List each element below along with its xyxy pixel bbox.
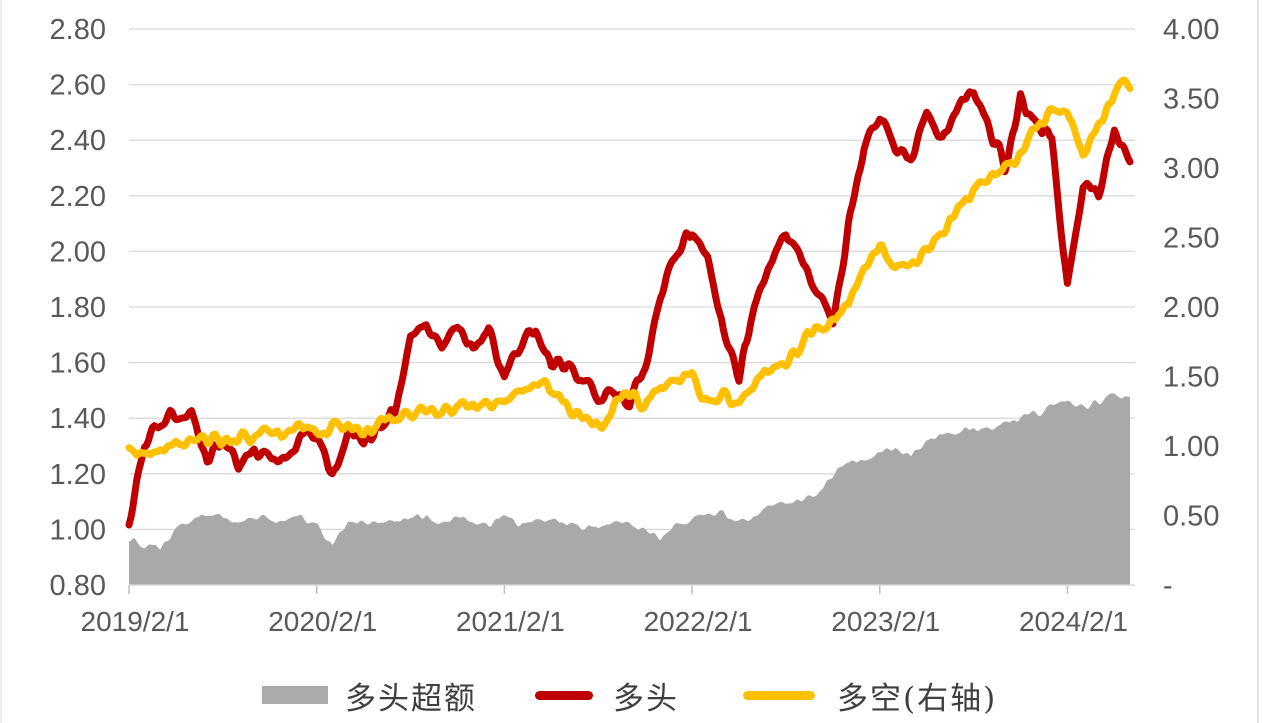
right-axis-tick-label: 3.00 xyxy=(1163,153,1219,185)
right-axis-tick-label: - xyxy=(1163,570,1173,602)
x-axis-tick-label: 2020/2/1 xyxy=(268,606,377,637)
right-axis-tick-label: 4.00 xyxy=(1163,14,1219,46)
page-right-border xyxy=(1257,0,1259,723)
left-axis-tick-label: 0.80 xyxy=(50,570,106,602)
legend-label-long-excess: 多头超额 xyxy=(345,680,477,717)
right-axis-tick-label: 0.50 xyxy=(1163,501,1219,533)
right-axis-tick-label: 1.00 xyxy=(1163,431,1219,463)
left-axis-tick-label: 1.40 xyxy=(50,403,106,435)
x-axis-tick-label: 2022/2/1 xyxy=(644,606,753,637)
left-axis-tick-label: 2.20 xyxy=(50,181,106,213)
right-axis-tick-label: 2.00 xyxy=(1163,292,1219,324)
legend-swatch-red-line-icon xyxy=(535,690,593,700)
line-series-2 xyxy=(125,76,1134,459)
line-series-1 xyxy=(125,88,1134,529)
area-series-0 xyxy=(129,393,1130,585)
left-axis-tick-label: 1.20 xyxy=(50,459,106,491)
left-axis-tick-label: 1.80 xyxy=(50,292,106,324)
right-axis-tick-label: 3.50 xyxy=(1163,84,1219,116)
legend-item-long-excess: 多头超额 xyxy=(262,672,477,718)
legend-label-long-short: 多空(右轴) xyxy=(837,680,998,717)
legend-swatch-area-icon xyxy=(262,686,328,704)
legend: 多头超额 多头 多空(右轴) xyxy=(0,672,1263,718)
left-axis-tick-label: 2.00 xyxy=(50,236,106,268)
legend-item-long-short: 多空(右轴) xyxy=(743,672,997,718)
legend-item-long: 多头 xyxy=(535,672,679,718)
x-axis-tick-label: 2019/2/1 xyxy=(81,606,190,637)
left-axis-tick-label: 2.40 xyxy=(50,125,106,157)
page-left-border xyxy=(0,0,2,723)
left-axis-tick-label: 2.60 xyxy=(50,70,106,102)
x-axis-tick-label: 2021/2/1 xyxy=(456,606,565,637)
left-axis-tick-label: 1.60 xyxy=(50,348,106,380)
left-axis-tick-label: 2.80 xyxy=(50,14,106,46)
left-axis-tick-label: 1.00 xyxy=(50,514,106,546)
right-axis-tick-label: 2.50 xyxy=(1163,223,1219,255)
right-axis-tick-label: 1.50 xyxy=(1163,362,1219,394)
x-axis-tick-label: 2023/2/1 xyxy=(831,606,940,637)
x-axis-tick-label: 2024/2/1 xyxy=(1019,606,1128,637)
legend-swatch-yellow-line-icon xyxy=(743,690,815,700)
legend-label-long: 多头 xyxy=(613,680,679,717)
